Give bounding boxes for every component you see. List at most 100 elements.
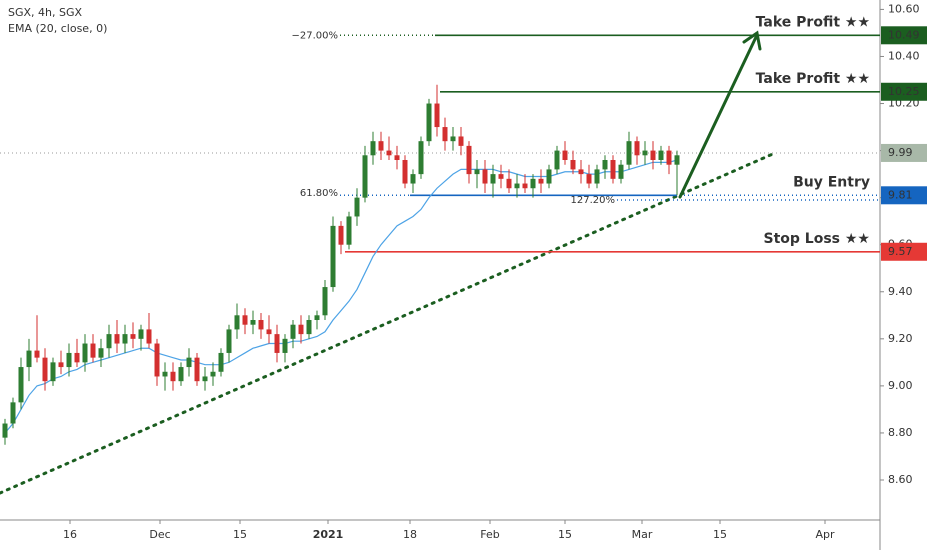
candle-body	[594, 169, 600, 184]
candle-body	[218, 352, 224, 372]
candle-body	[522, 183, 528, 189]
candle-body	[514, 183, 520, 189]
x-tick-label: Dec	[149, 528, 170, 541]
price-tag	[881, 82, 927, 101]
candle-body	[570, 160, 576, 170]
candle-body	[586, 174, 592, 184]
candle-body	[530, 178, 536, 189]
y-tick-label: 9.00	[888, 379, 913, 392]
ema-line	[4, 159, 678, 434]
candle-body	[266, 329, 272, 335]
trend-line	[0, 151, 777, 495]
x-tick-label: 18	[403, 528, 417, 541]
candle-body	[322, 287, 328, 316]
candle-body	[42, 357, 48, 382]
price-tag	[881, 26, 927, 45]
candle-body	[370, 141, 376, 156]
candle-body	[154, 343, 160, 377]
price-tag-label: 10.25	[888, 85, 920, 98]
candle-body	[378, 141, 384, 151]
candle-body	[434, 103, 440, 128]
candle-body	[106, 334, 112, 349]
x-tick-label: 16	[63, 528, 77, 541]
candle-body	[130, 334, 136, 339]
candle-body	[18, 367, 24, 403]
candle-body	[466, 145, 472, 175]
candle-body	[410, 174, 416, 184]
candle-body	[346, 216, 352, 245]
candle-body	[386, 150, 392, 156]
fib-label: 61.80%	[300, 188, 338, 199]
candle-body	[402, 160, 408, 184]
candle-body	[2, 423, 8, 438]
candle-body	[650, 150, 656, 160]
candle-body	[418, 141, 424, 175]
level-label: Take Profit ★★	[756, 71, 870, 87]
candle-body	[338, 225, 344, 245]
candle-body	[298, 324, 304, 335]
price-tag-label: 10.49	[888, 28, 920, 41]
candle-body	[458, 136, 464, 146]
x-tick-label: 2021	[313, 528, 344, 541]
candle-body	[658, 150, 664, 160]
candle-body	[442, 127, 448, 142]
candle-body	[362, 155, 368, 198]
level-label: Stop Loss ★★	[764, 231, 870, 247]
candle-body	[506, 178, 512, 189]
candle-body	[330, 225, 336, 288]
candle-body	[82, 343, 88, 363]
candle-body	[426, 103, 432, 142]
candle-body	[146, 329, 152, 344]
candle-body	[50, 362, 56, 382]
candle-body	[242, 315, 248, 325]
price-tag	[881, 186, 927, 205]
x-tick-label: 15	[558, 528, 572, 541]
candle-body	[234, 315, 240, 330]
candle-body	[186, 357, 192, 368]
candle-body	[170, 371, 176, 382]
candle-body	[482, 169, 488, 184]
candle-body	[226, 329, 232, 353]
candle-body	[498, 174, 504, 179]
candle-body	[274, 334, 280, 353]
x-tick-label: Feb	[480, 528, 499, 541]
candle-body	[202, 376, 208, 382]
candle-body	[578, 169, 584, 175]
last-price-tag-label: 9.99	[888, 146, 913, 159]
candle-body	[138, 329, 144, 339]
candle-body	[618, 164, 624, 179]
candle-body	[562, 150, 568, 160]
level-label: Buy Entry	[793, 174, 870, 190]
projection-arrow	[678, 30, 762, 199]
y-tick-label: 10.40	[888, 49, 920, 62]
candle-body	[490, 174, 496, 184]
last-price-tag	[881, 143, 927, 162]
candle-body	[34, 350, 40, 358]
candle-body	[98, 348, 104, 358]
candle-body	[554, 150, 560, 170]
y-tick-label: 9.40	[888, 285, 913, 298]
candle-body	[642, 150, 648, 156]
fib-label: −27.00%	[291, 30, 338, 41]
candle-body	[450, 136, 456, 142]
candle-body	[178, 367, 184, 382]
candle-body	[314, 315, 320, 320]
candle-body	[26, 350, 32, 368]
x-tick-label: Apr	[815, 528, 835, 541]
price-tag	[881, 242, 927, 261]
candle-body	[674, 155, 680, 165]
candle-body	[10, 402, 16, 424]
candle-body	[162, 371, 168, 377]
candle-body	[474, 169, 480, 175]
candle-body	[546, 169, 552, 184]
candle-body	[114, 334, 120, 344]
y-tick-label: 8.60	[888, 473, 913, 486]
candle-body	[290, 324, 296, 339]
candle-body	[354, 197, 360, 217]
candle-body	[58, 362, 64, 368]
price-tag-label: 9.81	[888, 188, 913, 201]
y-tick-label: 8.80	[888, 426, 913, 439]
candle-body	[666, 150, 672, 165]
indicator-label: EMA (20, close, 0)	[8, 22, 107, 35]
